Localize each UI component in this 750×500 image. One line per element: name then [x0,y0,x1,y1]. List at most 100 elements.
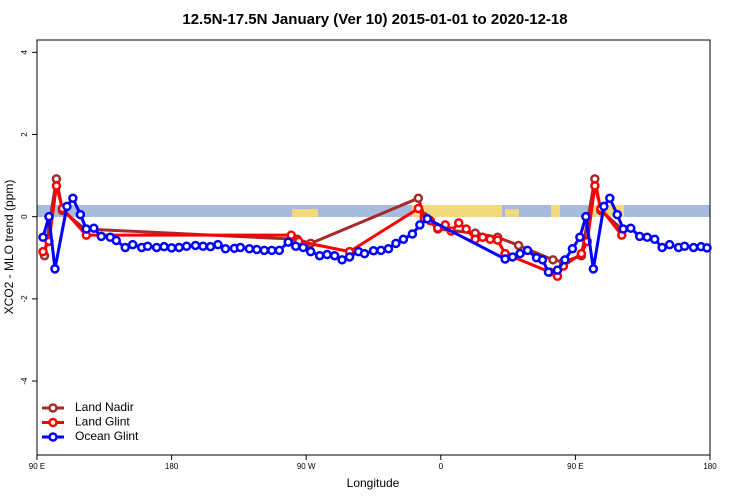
data-point [415,220,425,230]
legend-label: Land Glint [75,415,130,429]
data-point [305,246,316,257]
data-point [642,232,652,242]
land-strip [551,205,560,217]
data-point [181,241,192,252]
data-point [68,193,78,203]
data-point [75,209,86,220]
data-point [391,238,401,249]
data-point [267,245,277,256]
data-point [259,245,270,256]
data-point [111,235,122,246]
data-point [398,234,409,245]
data-point [244,243,255,254]
data-point [461,224,471,234]
data-point [507,252,518,262]
data-point [166,243,177,253]
x-tick-label: 90 E [567,462,583,471]
land-strip [412,205,502,217]
data-point [368,246,379,256]
data-point [337,255,347,265]
legend-marker [48,417,58,428]
x-tick-label: 180 [165,462,179,471]
data-point [453,218,464,228]
data-point [485,234,495,245]
data-point [522,245,533,256]
data-point [657,242,667,253]
data-point [62,201,72,212]
data-point [213,239,223,250]
y-tick-label: 0 [20,214,29,219]
x-tick-label: 90 E [29,462,45,471]
data-point [477,232,488,242]
data-point [383,243,394,254]
data-point [664,239,675,250]
data-point [38,232,48,242]
data-point [599,201,609,212]
data-point [537,255,548,265]
data-point [120,242,130,253]
data-point [560,255,570,265]
data-point [649,234,660,245]
data-point [322,249,332,260]
legend-label: Ocean Glint [75,429,139,443]
data-point [142,241,153,252]
data-point [376,245,386,256]
data-point [174,242,184,253]
data-point [605,193,615,203]
data-point [159,241,169,252]
data-point [588,264,599,274]
chart-title: 12.5N-17.5N January (Ver 10) 2015-01-01 … [182,11,567,28]
data-point [515,248,525,259]
land-strip [505,209,519,217]
data-point [274,245,285,256]
data-point [51,181,62,191]
data-point [634,231,645,242]
data-point [552,265,563,275]
land-ocean-strip [37,205,710,217]
data-point [50,264,60,274]
data-point [500,254,510,264]
data-point [422,213,433,224]
data-point [283,237,294,247]
data-point [290,241,301,252]
data-point [581,211,591,222]
data-point [344,252,355,262]
data-point [151,242,162,253]
data-point [567,243,578,254]
y-tick-label: 4 [20,50,29,55]
data-point [235,242,246,253]
data-point [220,243,231,254]
data-point [688,242,699,253]
data-point [89,223,99,233]
data-point [513,240,524,251]
data-point [702,243,712,253]
data-point [548,255,558,265]
y-tick-label: 2 [20,132,29,137]
data-point [298,242,308,253]
data-point [575,232,585,242]
data-point [612,209,623,220]
data-point [190,240,201,251]
legend-marker [48,403,58,413]
data-point [413,203,424,214]
legend-label: Land Nadir [75,400,134,414]
y-tick-label: -4 [20,377,29,385]
data-point [359,248,370,259]
data-point [492,235,503,245]
data-point [81,224,92,234]
data-point [44,211,54,222]
land-strip [292,209,318,217]
data-point [96,231,107,242]
data-point [407,229,418,239]
data-point [590,181,600,191]
data-point [314,250,325,261]
data-point [329,250,340,261]
ocean-strip [37,205,710,217]
data-point [625,223,636,233]
data-point [543,267,554,277]
data-point [198,241,208,252]
data-point [252,244,262,255]
x-tick-label: 180 [703,462,717,471]
data-point [618,224,629,234]
